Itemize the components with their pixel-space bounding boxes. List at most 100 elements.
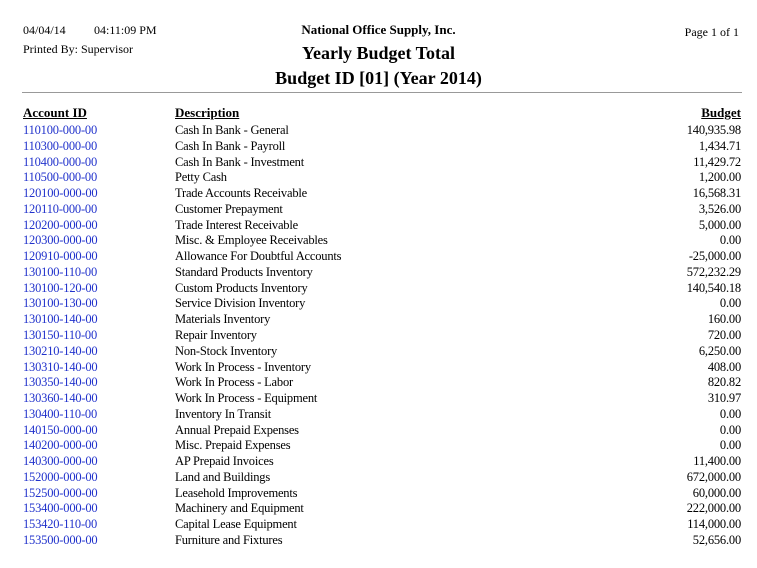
description-cell: Work In Process - Equipment [175,391,318,406]
account-id-link[interactable]: 130310-140-00 [23,359,98,374]
table-row: 110100-000-00 Cash In Bank - General 140,9… [0,123,757,139]
header-divider [22,92,742,93]
account-id-link[interactable]: 152500-000-00 [23,485,98,500]
account-id-link[interactable]: 130100-140-00 [23,312,98,327]
page-number: Page 1 of 1 [684,25,739,39]
report-subtitle: Budget ID [01] (Year 2014) [275,68,482,88]
description-cell: Service Division Inventory [175,296,306,311]
description-cell: Custom Products Inventory [175,280,308,295]
budget-cell: 408.00 [707,359,741,374]
description-cell: Land and Buildings [175,469,271,484]
account-id-link[interactable]: 120200-000-00 [23,217,98,232]
description-cell: Annual Prepaid Expenses [175,422,299,437]
budget-cell: 572,232.29 [686,264,741,279]
budget-cell: 11,400.00 [693,454,741,469]
table-row: 130100-110-00 Standard Products Inventory… [0,265,757,281]
column-header-description: Description [175,105,240,120]
table-row: 152000-000-00 Land and Buildings 672,000.0… [0,470,757,486]
budget-cell: 672,000.00 [686,469,741,484]
account-id-link[interactable]: 110300-000-00 [23,138,98,153]
description-cell: Trade Interest Receivable [175,217,298,232]
account-id-link[interactable]: 130150-110-00 [23,328,98,342]
account-id-link[interactable]: 130400-110-00 [23,406,98,421]
table-row: 130100-120-00 Custom Products Inventory 14… [0,281,757,297]
print-date: 04/04/14 [23,23,66,37]
table-row: 130400-110-00 Inventory In Transit 0.00 [0,407,757,423]
table-row: 152500-000-00 Leasehold Improvements 60,00… [0,486,757,502]
budget-cell: 114,000.00 [687,517,741,532]
budget-cell: 0.00 [719,422,741,437]
description-cell: Work In Process - Labor [175,375,293,390]
description-cell: Standard Products Inventory [175,264,313,279]
table-row: 130360-140-00 Work In Process - Equipment… [0,391,757,407]
account-id-link[interactable]: 120300-000-00 [23,233,98,248]
table-row: 110500-000-00 Petty Cash 1,200.00 [0,170,757,186]
account-id-link[interactable]: 153500-000-00 [23,533,98,548]
budget-cell: 720.00 [707,328,741,342]
account-id-link[interactable]: 120910-000-00 [23,249,98,264]
table-row: 120200-000-00 Trade Interest Receivable 5,… [0,218,757,234]
table-row: 120110-000-00 Customer Prepayment 3,526.00 [0,202,757,218]
account-id-link[interactable]: 110100-000-00 [23,123,98,137]
account-id-link[interactable]: 152000-000-00 [23,469,98,484]
description-cell: Leasehold Improvements [175,485,298,500]
account-id-link[interactable]: 120100-000-00 [23,186,98,201]
description-cell: Allowance For Doubtful Accounts [175,249,342,264]
account-id-link[interactable]: 130350-140-00 [23,375,98,390]
budget-cell: 140,540.18 [686,280,741,295]
table-row: 110300-000-00 Cash In Bank - Payroll 1,434… [0,139,757,155]
table-row: 153400-000-00 Machinery and Equipment 222,… [0,501,757,517]
account-id-link[interactable]: 130100-120-00 [23,280,98,295]
table-row: 153420-110-00 Capital Lease Equipment 114,… [0,517,757,533]
account-id-link[interactable]: 130210-140-00 [23,343,98,358]
budget-cell: 0.00 [719,233,741,248]
description-cell: Trade Accounts Receivable [175,186,307,201]
company-name: National Office Supply, Inc. [301,22,456,37]
account-id-link[interactable]: 140200-000-00 [23,438,98,453]
budget-cell: 52,656.00 [692,533,741,548]
budget-cell: 1,434.71 [698,138,741,153]
table-row: 120100-000-00 Trade Accounts Receivable 16… [0,186,757,202]
table-row: 120300-000-00 Misc. & Employee Receivable… [0,233,757,249]
budget-cell: 60,000.00 [692,485,741,500]
table-row: 120910-000-00 Allowance For Doubtful Acco… [0,249,757,265]
budget-cell: 0.00 [719,406,741,421]
account-id-link[interactable]: 120110-000-00 [23,201,98,216]
account-id-link[interactable]: 130360-140-00 [23,391,98,406]
table-row: 130210-140-00 Non-Stock Inventory 6,250.00 [0,344,757,360]
table-row: 153500-000-00 Furniture and Fixtures 52,65… [0,533,757,549]
description-cell: Non-Stock Inventory [175,343,278,358]
table-row: 140200-000-00 Misc. Prepaid Expenses 0.00 [0,438,757,454]
budget-cell: 140,935.98 [686,123,741,137]
description-cell: Cash In Bank - General [175,123,289,137]
table-row: 140150-000-00 Annual Prepaid Expenses 0.00 [0,423,757,439]
description-cell: Work In Process - Inventory [175,359,311,374]
budget-cell: 160.00 [707,312,741,327]
budget-cell: -25,000.00 [688,249,741,264]
description-cell: Cash In Bank - Investment [175,154,305,169]
budget-cell: 0.00 [719,296,741,311]
budget-cell: 3,526.00 [698,201,741,216]
account-id-link[interactable]: 153400-000-00 [23,501,98,516]
description-cell: Cash In Bank - Payroll [175,138,286,153]
account-id-link[interactable]: 130100-110-00 [23,264,98,279]
account-id-link[interactable]: 130100-130-00 [23,296,98,311]
budget-cell: 0.00 [719,438,741,453]
budget-cell: 16,568.31 [692,186,741,201]
budget-cell: 11,429.72 [693,154,741,169]
report-title: Yearly Budget Total [301,43,456,63]
account-id-link[interactable]: 110400-000-00 [23,154,98,169]
table-row: 130350-140-00 Work In Process - Labor 820.… [0,375,757,391]
account-id-link[interactable]: 153420-110-00 [23,517,98,532]
budget-cell: 222,000.00 [686,501,741,516]
budget-cell: 1,200.00 [698,170,741,185]
budget-cell: 310.97 [707,391,741,406]
account-id-link[interactable]: 140300-000-00 [23,454,98,469]
account-id-link[interactable]: 140150-000-00 [23,422,98,437]
column-header-budget: Budget [701,105,741,120]
description-cell: Materials Inventory [175,312,271,327]
table-row: 130100-130-00 Service Division Inventory 0… [0,296,757,312]
budget-cell: 820.82 [707,375,741,390]
account-id-link[interactable]: 110500-000-00 [23,170,98,185]
description-cell: Misc. Prepaid Expenses [175,438,291,453]
